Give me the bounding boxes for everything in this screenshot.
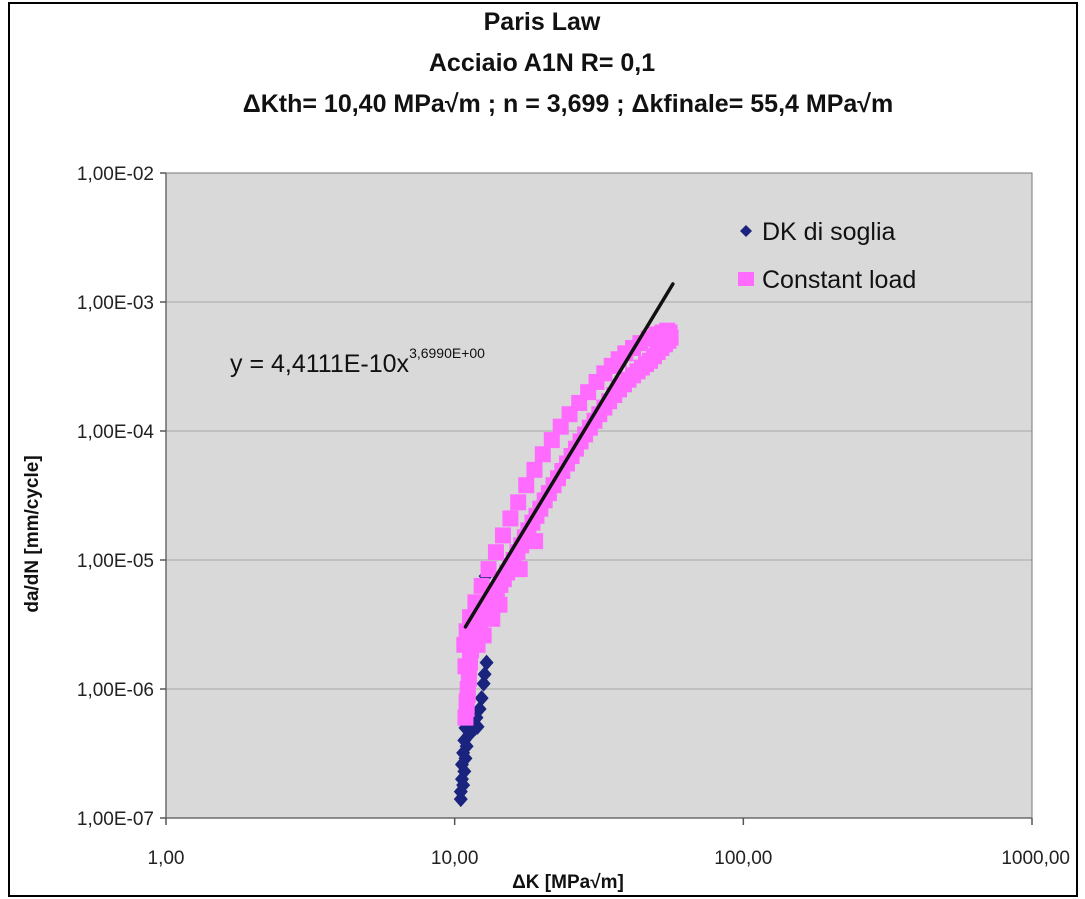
dk-di-soglia-point [479, 654, 494, 671]
fit-line-group [463, 282, 675, 629]
constant-load-point [487, 544, 504, 561]
x-axis-title: ΔK [MPa√m] [512, 872, 624, 893]
fit-equation-base: y = 4,4111E-10x [230, 350, 410, 378]
chart-title-line-1: Paris Law [484, 8, 601, 36]
plot-border [165, 172, 1033, 819]
dk-di-soglia-point [476, 675, 491, 692]
constant-load-point [475, 627, 492, 644]
constant-load-point [527, 533, 544, 550]
constant-load-point [494, 527, 511, 544]
constant-load-point [473, 577, 490, 594]
fit-equation-text: y = 4,4111E-10x3,6990E+00 [230, 345, 485, 378]
legend-label-constant-load: Constant load [762, 266, 916, 294]
y-tick-label: 1,00E-05 [77, 551, 154, 572]
dk-di-soglia-point [472, 700, 487, 717]
constant-load-point [543, 432, 560, 449]
constant-load-point [502, 510, 519, 527]
dk-di-soglia-point [474, 690, 489, 707]
x-tick-label: 1000,00 [1001, 848, 1070, 869]
constant-load-point [534, 446, 551, 463]
constant-load-point [458, 623, 475, 640]
y-tick-label: 1,00E-04 [77, 422, 155, 443]
constant-load-point [491, 596, 508, 613]
constant-load-point [552, 418, 569, 435]
constant-load-point [511, 561, 528, 578]
fit-equation: y = 4,4111E-10x3,6990E+00 [230, 345, 485, 378]
dk-di-soglia-point [477, 666, 492, 683]
legend-marker-constant-load [738, 272, 754, 286]
constant-load-point [518, 477, 535, 494]
constant-load-point [526, 461, 543, 478]
legend-label-dk-di-soglia: DK di soglia [762, 218, 895, 246]
y-tick-label: 1,00E-02 [77, 164, 154, 185]
plot-area [166, 173, 1032, 818]
constant-load-point [510, 494, 527, 511]
constant-load-point [484, 610, 501, 627]
legend-marker-dk-di-soglia [740, 225, 752, 237]
y-tick-label: 1,00E-06 [77, 680, 154, 701]
constant-load-point [457, 658, 474, 675]
x-tick-label: 1,00 [148, 848, 185, 869]
chart-title-line-3: ΔKth= 10,40 MPa√m ; n = 3,699 ; Δkfinale… [243, 90, 893, 118]
chart-title-line-2: Acciaio A1N R= 0,1 [429, 49, 655, 77]
constant-load-point [480, 561, 497, 578]
fit-line [463, 282, 675, 629]
tick-marks [160, 172, 1033, 825]
constant-load-point [456, 636, 473, 653]
constant-load-point [561, 406, 578, 423]
x-tick-label: 100,00 [714, 848, 772, 869]
tick-labels: 1,00E-07 1,00E-06 1,00E-05 1,00E-04 1,00E-03… [77, 164, 1070, 869]
legend: DK di soglia Constant load [738, 218, 916, 294]
y-axis-title: da/dN [mm/cycle] [22, 455, 43, 612]
fit-equation-exponent: 3,6990E+00 [409, 345, 485, 361]
axes [165, 172, 1033, 819]
chart-title-block: Paris Law Acciaio A1N R= 0,1 ΔKth= 10,40… [243, 8, 893, 118]
y-tick-label: 1,00E-03 [77, 293, 154, 314]
x-tick-label: 10,00 [431, 848, 479, 869]
y-tick-label: 1,00E-07 [77, 809, 154, 830]
